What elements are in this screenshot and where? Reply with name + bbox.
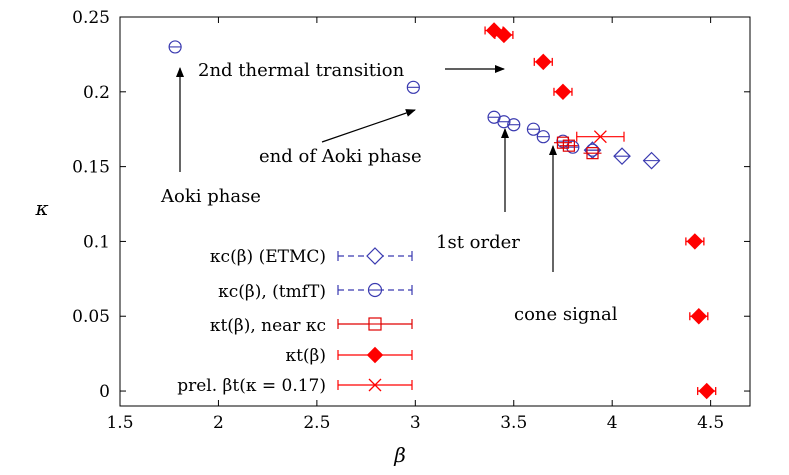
y-axis-title: κ [34,196,48,220]
legend-marker-3 [366,346,384,364]
legend-label-prel-bt: prel. βt(κ = 0.17) [177,376,326,396]
x-tick-label: 2 [213,413,224,433]
series-4 [576,130,625,144]
x-tick-label: 3.5 [500,413,527,433]
data-points [168,22,717,400]
annotation-aoki-phase: Aoki phase [160,186,261,207]
x-tick-label: 3 [410,413,421,433]
legend-samples [337,247,413,392]
legend-label-etmc: κc(β) (ETMC) [210,247,326,267]
y-tick-label: 0.15 [72,158,110,178]
y-tick-label: 0.2 [83,83,110,103]
series-3-point [495,26,513,44]
series-3-point [535,53,552,71]
series-4-point-stroke [593,130,607,144]
series-3-point [698,382,715,400]
x-axis-title: β [393,443,406,467]
y-tick-label: 0 [99,382,110,402]
series-3-point [554,83,572,101]
x-tick-label: 4.5 [697,413,724,433]
annotation-thermal-transition: 2nd thermal transition [198,60,405,81]
series-0-point [613,147,631,165]
annotation-first-order: 1st order [436,232,520,253]
series-3-point [686,233,704,250]
plot-frame [119,16,751,407]
series-0-point [642,151,661,170]
legend-label-kt: κt(β) [285,346,326,366]
legend-marker-0 [366,247,384,265]
x-tick-label: 2.5 [303,413,330,433]
y-tick-label: 0.25 [72,8,110,28]
legend: κc(β) (ETMC) κc(β), (tmfT) κt(β), near κ… [177,247,413,396]
arrow-end-aoki-phase [321,109,416,143]
annotations: Aoki phase 2nd thermal transition end of… [160,60,618,325]
series-2 [553,136,602,160]
annotation-arrows [176,65,557,272]
legend-label-tmft: κc(β), (tmfT) [218,282,326,302]
series-3 [484,22,717,400]
annotation-end-aoki-phase: end of Aoki phase [259,146,422,167]
annotation-cone-signal: cone signal [514,304,618,325]
series-3-point [690,308,708,325]
y-tick-label: 0.05 [72,307,110,327]
x-tick-label: 1.5 [106,413,133,433]
legend-label-kt-near-kc: κt(β), near κc [210,316,326,336]
x-tick-label: 4 [607,413,618,433]
axis-ticks: 1.5 2 2.5 3 3.5 4 4.5 0 0.05 0.1 0.15 0.2 0.25 [72,8,750,433]
legend-marker-stroke-4 [368,378,382,392]
y-tick-label: 0.1 [83,232,110,252]
